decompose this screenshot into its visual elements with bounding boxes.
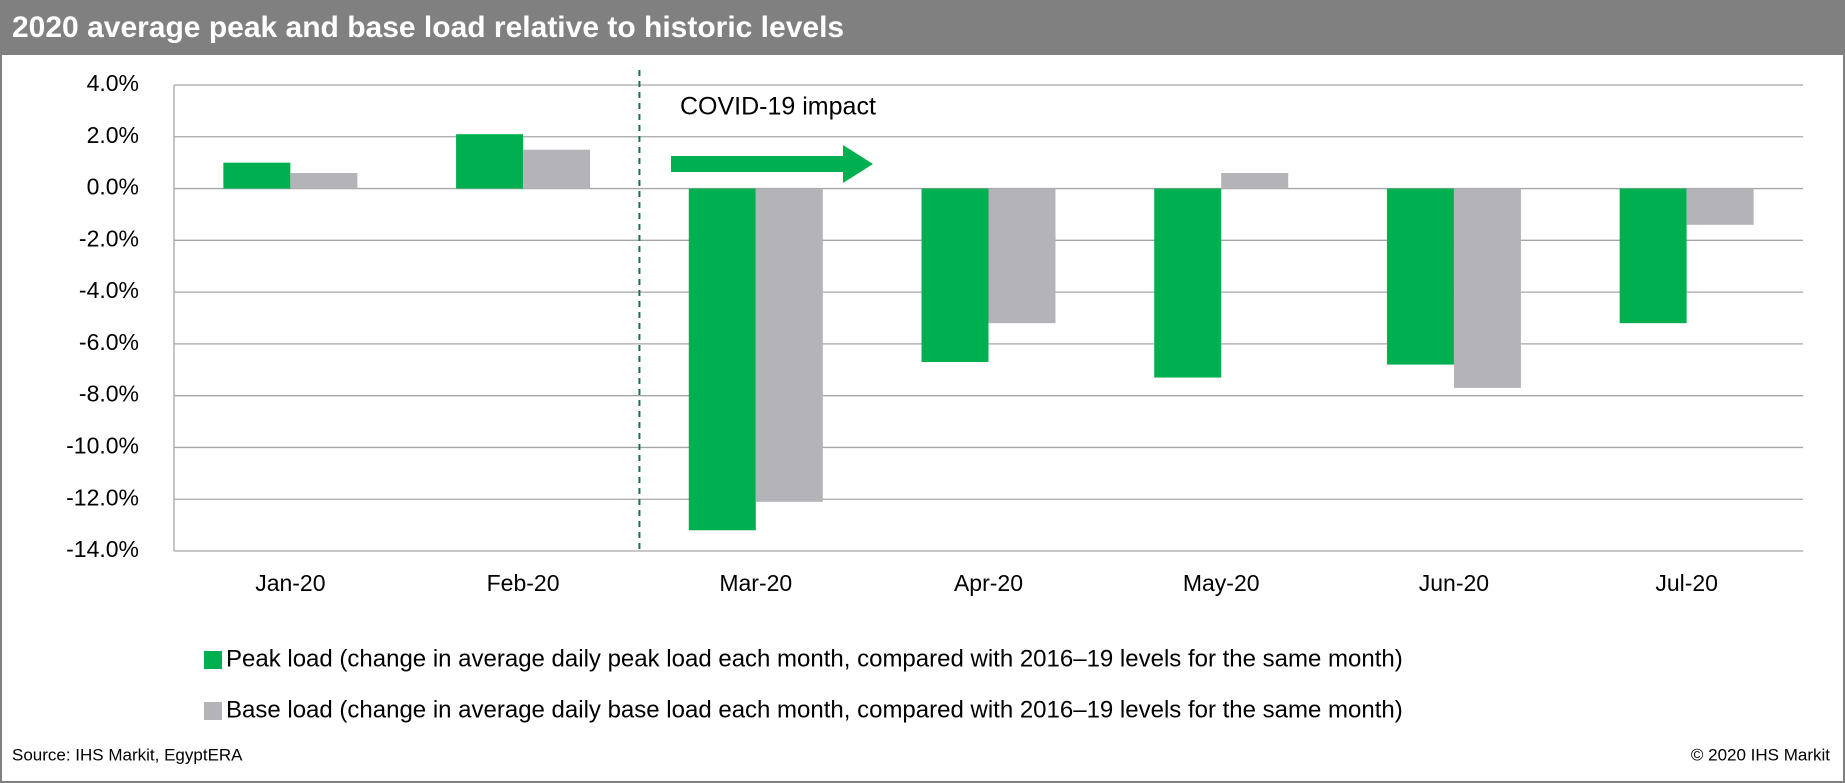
y-tick-label: 4.0%	[87, 70, 139, 96]
bar	[921, 188, 989, 363]
impact-arrow	[671, 145, 873, 183]
legend-swatch	[204, 651, 222, 669]
bar	[1686, 188, 1754, 225]
legend-label: Base load (change in average daily base …	[226, 696, 1403, 723]
annotation: COVID-19 impact	[680, 93, 876, 121]
y-tick-label: -6.0%	[79, 329, 139, 355]
x-tick-label: Feb-20	[487, 570, 560, 596]
source: Source: IHS Markit, EgyptERA	[12, 745, 243, 764]
x-tick-label: Jun-20	[1419, 570, 1489, 596]
bar	[688, 188, 756, 531]
y-tick-label: 2.0%	[87, 122, 139, 148]
y-tick-label: 0.0%	[87, 174, 139, 200]
bar	[755, 188, 823, 502]
x-tick-label: Mar-20	[719, 570, 792, 596]
x-tick-label: Jul-20	[1655, 570, 1718, 596]
bar	[1619, 188, 1687, 324]
bar	[456, 134, 524, 189]
bar	[1154, 188, 1222, 378]
y-tick-label: -8.0%	[79, 381, 139, 407]
y-tick-label: -2.0%	[79, 225, 139, 251]
y-tick-label: -14.0%	[66, 536, 139, 562]
bar	[988, 188, 1056, 324]
x-tick-label: May-20	[1183, 570, 1260, 596]
legend-label: Peak load (change in average daily peak …	[226, 645, 1403, 672]
bar	[223, 162, 291, 189]
bar	[523, 149, 591, 189]
y-tick-label: -12.0%	[66, 484, 139, 510]
title-bar	[0, 0, 1845, 55]
x-tick-label: Apr-20	[954, 570, 1023, 596]
copyright: © 2020 IHS Markit	[1691, 745, 1830, 764]
legend-swatch	[204, 702, 222, 720]
y-tick-label: -10.0%	[66, 433, 139, 459]
x-tick-label: Jan-20	[255, 570, 325, 596]
bar	[1386, 188, 1454, 365]
y-tick-label: -4.0%	[79, 277, 139, 303]
bar	[1221, 173, 1289, 189]
bar	[1453, 188, 1521, 388]
bar	[290, 173, 358, 189]
chart-title: 2020 average peak and base load relative…	[12, 11, 844, 44]
